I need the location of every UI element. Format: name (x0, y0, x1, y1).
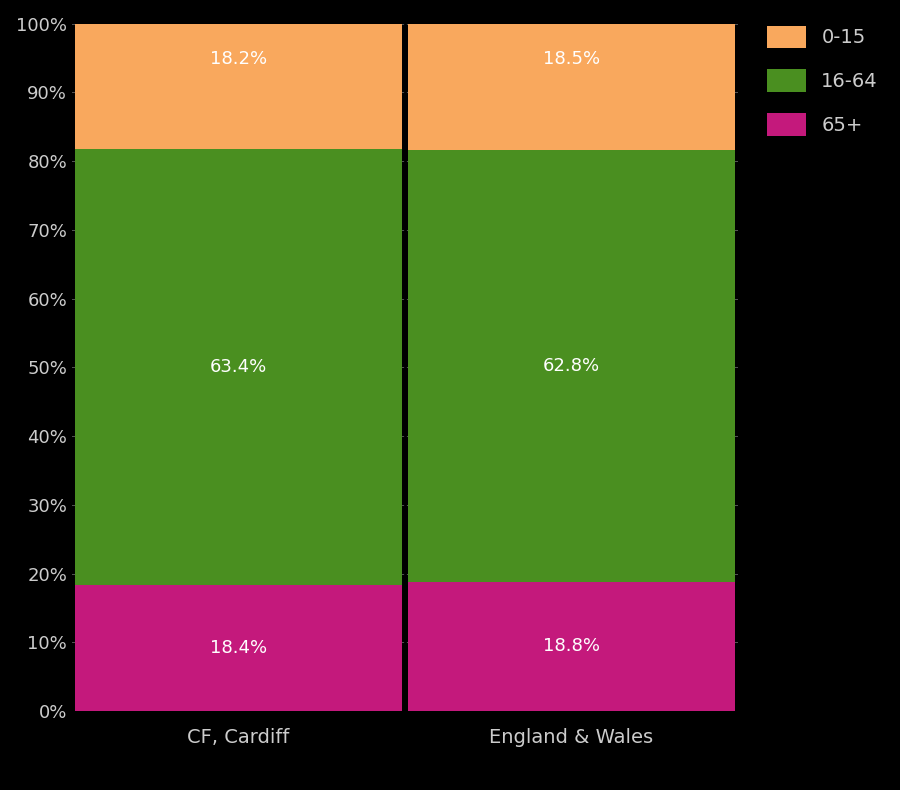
Bar (76, 24, 401, 149)
Text: 18.4%: 18.4% (210, 639, 267, 656)
Text: 18.2%: 18.2% (210, 50, 267, 68)
Text: 18.5%: 18.5% (543, 50, 600, 68)
Text: 63.4%: 63.4% (210, 358, 267, 376)
Bar (409, 150, 734, 581)
Bar (76, 149, 401, 585)
Text: 18.8%: 18.8% (543, 638, 600, 656)
Legend: 0-15, 16-64, 65+: 0-15, 16-64, 65+ (761, 20, 884, 141)
Bar (409, 23, 734, 150)
Text: 62.8%: 62.8% (543, 357, 600, 375)
Bar (409, 581, 734, 711)
Bar (76, 585, 401, 711)
